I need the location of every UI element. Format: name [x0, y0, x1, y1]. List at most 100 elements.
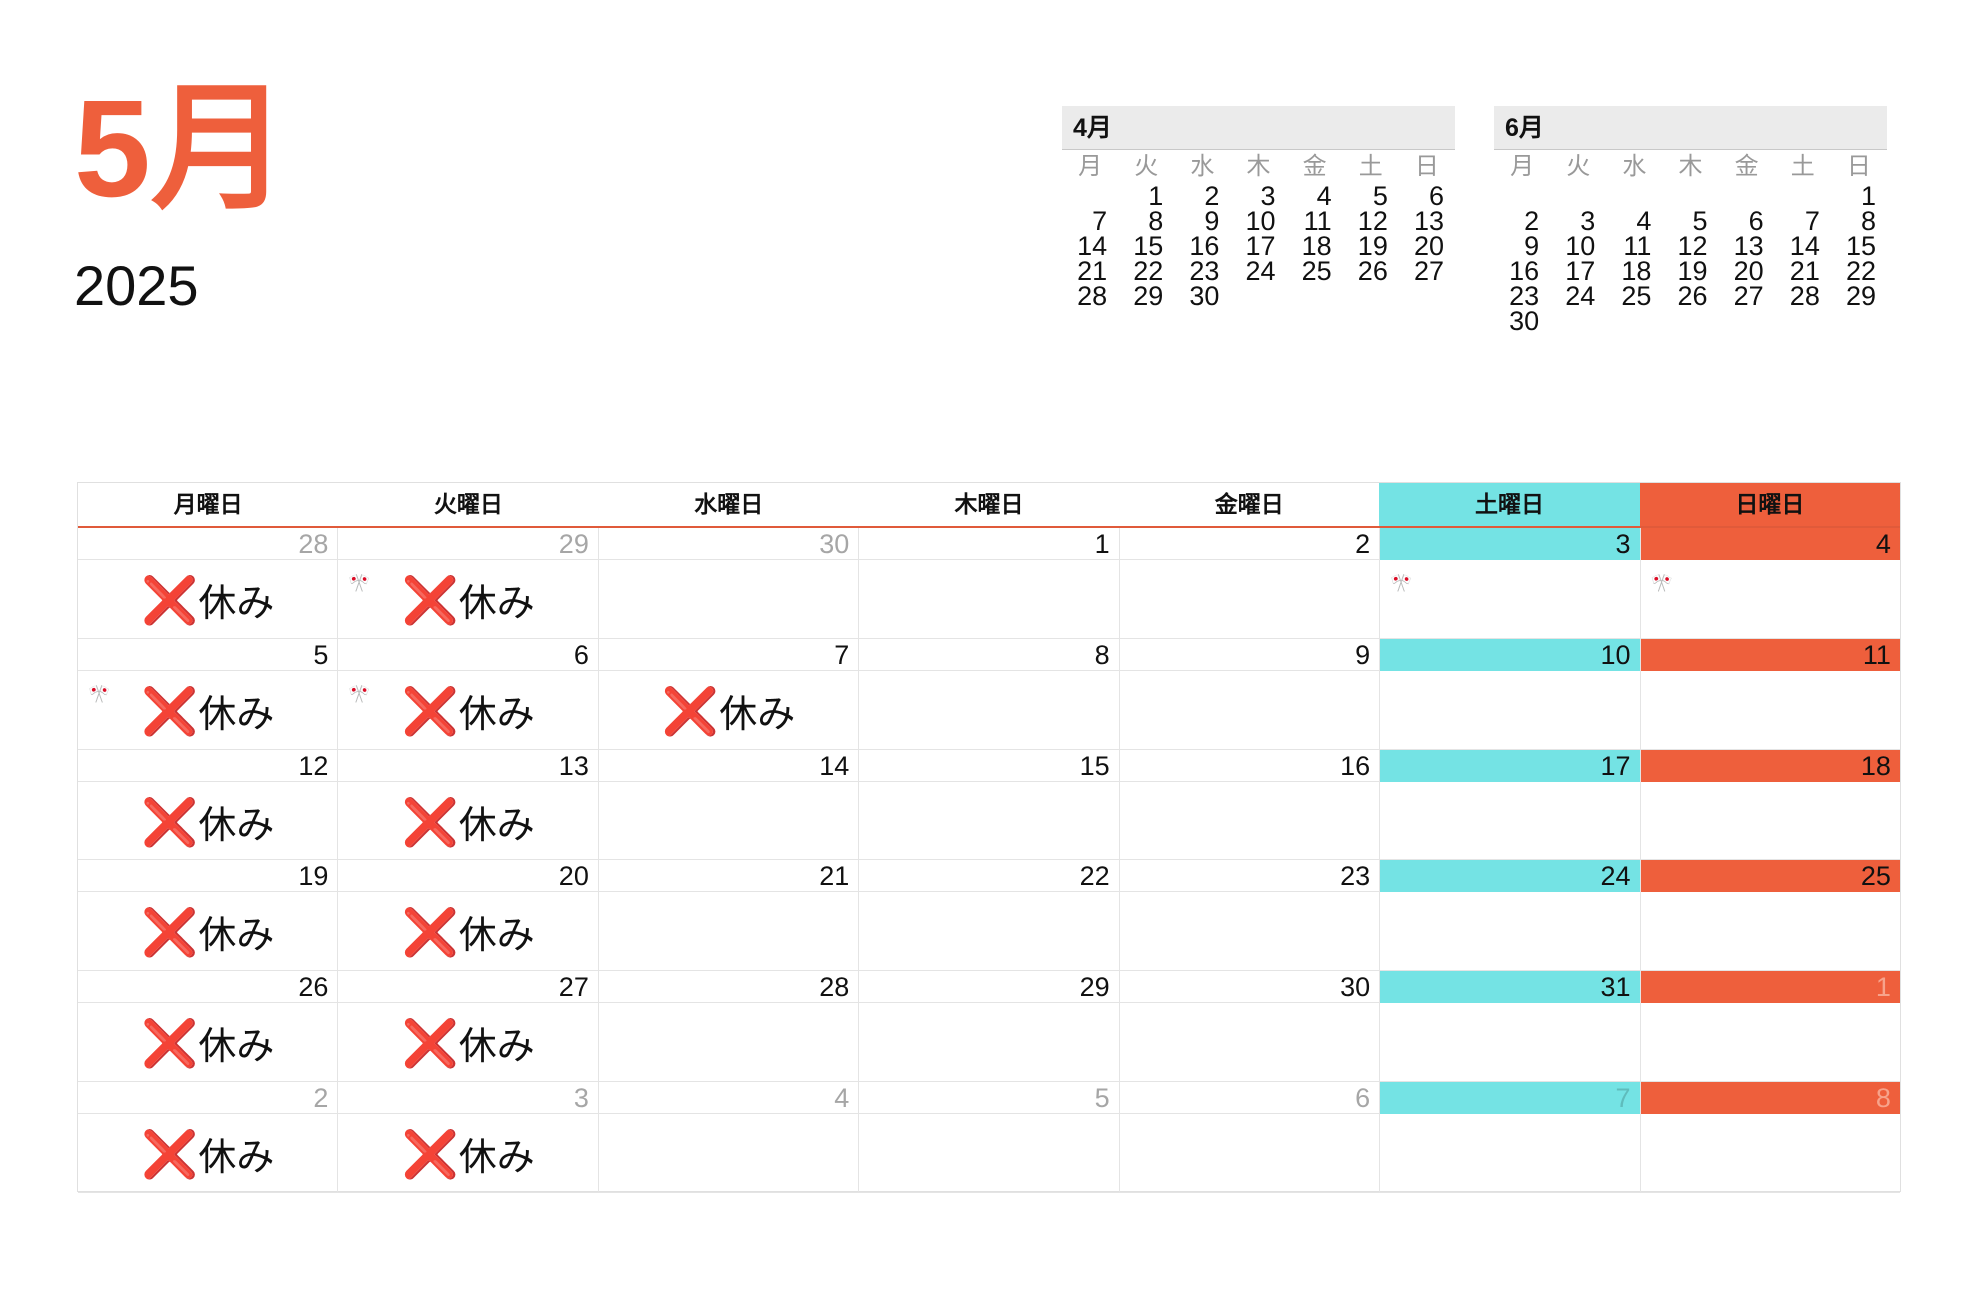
day-cell[interactable]: 5 — [859, 1081, 1120, 1193]
day-body[interactable] — [599, 560, 858, 638]
mini-day[interactable]: 6 — [1428, 181, 1444, 211]
day-cell[interactable]: 30 — [598, 528, 860, 639]
day-body[interactable] — [1120, 671, 1379, 749]
day-cell[interactable]: 27 ❌休み — [338, 971, 599, 1082]
day-cell[interactable]: 8 — [1640, 1081, 1900, 1193]
mini-day[interactable]: 27 — [1413, 256, 1444, 286]
day-body[interactable]: ❌休み — [78, 892, 337, 970]
day-cell[interactable]: 4 🎌 — [1640, 528, 1900, 639]
day-cell[interactable]: 2 — [1119, 528, 1381, 639]
mini-day[interactable]: 19 — [1357, 231, 1388, 261]
mini-day[interactable]: 29 — [1133, 281, 1164, 311]
event-closed[interactable]: ❌休み — [78, 688, 337, 737]
mini-day[interactable] — [1287, 284, 1343, 309]
event-closed[interactable]: ❌休み — [338, 799, 597, 848]
mini-day[interactable] — [1719, 309, 1775, 334]
mini-day[interactable] — [1831, 309, 1887, 334]
mini-day[interactable]: 9 — [1204, 206, 1220, 236]
mini-day[interactable]: 26 — [1357, 256, 1388, 286]
mini-day[interactable]: 4 — [1316, 181, 1332, 211]
day-body[interactable]: 🎌 ❌休み — [338, 560, 597, 638]
mini-day[interactable]: 12 — [1357, 206, 1388, 236]
day-body[interactable] — [1380, 671, 1639, 749]
day-body[interactable]: ❌休み — [338, 1003, 597, 1081]
day-body[interactable] — [1641, 782, 1900, 860]
mini-day[interactable] — [1550, 309, 1606, 334]
event-closed[interactable]: ❌休み — [599, 688, 858, 737]
mini-day[interactable]: 22 — [1845, 256, 1876, 286]
mini-day[interactable]: 19 — [1677, 256, 1708, 286]
mini-day[interactable]: 5 — [1372, 181, 1388, 211]
day-cell[interactable]: 13 ❌休み — [338, 749, 599, 861]
mini-day[interactable] — [1062, 184, 1118, 209]
mini-day[interactable]: 16 — [1509, 256, 1540, 286]
mini-day[interactable]: 2 — [1204, 181, 1220, 211]
mini-day[interactable]: 16 — [1189, 231, 1220, 261]
mini-day[interactable] — [1494, 184, 1550, 209]
mini-day[interactable]: 18 — [1301, 231, 1332, 261]
mini-day[interactable] — [1662, 184, 1718, 209]
day-body[interactable]: ❌休み — [78, 1114, 337, 1192]
mini-day[interactable]: 29 — [1845, 281, 1876, 311]
mini-day[interactable]: 28 — [1789, 281, 1820, 311]
mini-day[interactable] — [1399, 284, 1455, 309]
day-cell[interactable]: 29 🎌 ❌休み — [338, 528, 599, 639]
mini-day[interactable]: 18 — [1621, 256, 1652, 286]
mini-day[interactable]: 30 — [1509, 306, 1540, 336]
day-body[interactable] — [1380, 1003, 1639, 1081]
day-body[interactable] — [599, 892, 858, 970]
day-body[interactable]: 🎌 — [1380, 560, 1639, 638]
mini-day[interactable] — [1606, 184, 1662, 209]
mini-day[interactable]: 23 — [1189, 256, 1220, 286]
mini-day[interactable]: 9 — [1524, 231, 1540, 261]
event-closed[interactable]: ❌休み — [78, 577, 337, 626]
mini-day[interactable]: 8 — [1860, 206, 1876, 236]
mini-day[interactable]: 5 — [1692, 206, 1708, 236]
mini-day[interactable] — [1230, 284, 1286, 309]
mini-day[interactable]: 11 — [1303, 206, 1332, 236]
mini-day[interactable]: 14 — [1077, 231, 1108, 261]
day-cell[interactable]: 15 — [859, 749, 1120, 861]
day-body[interactable] — [1120, 560, 1379, 638]
day-body[interactable]: ❌休み — [78, 1003, 337, 1081]
day-cell[interactable]: 1 — [1640, 971, 1900, 1082]
mini-day[interactable]: 7 — [1804, 206, 1820, 236]
mini-day[interactable]: 10 — [1245, 206, 1276, 236]
mini-day[interactable] — [1606, 309, 1662, 334]
mini-day[interactable]: 4 — [1636, 206, 1652, 236]
day-body[interactable]: ❌休み — [338, 782, 597, 860]
day-body[interactable] — [1120, 782, 1379, 860]
day-cell[interactable]: 6 🎌 ❌休み — [338, 638, 599, 750]
event-closed[interactable]: ❌休み — [338, 577, 597, 626]
mini-day[interactable]: 23 — [1509, 281, 1540, 311]
day-cell[interactable]: 2 ❌休み — [78, 1081, 339, 1193]
day-cell[interactable]: 28 — [598, 971, 860, 1082]
mini-day[interactable]: 7 — [1092, 206, 1108, 236]
day-body[interactable]: ❌休み — [338, 1114, 597, 1192]
mini-day[interactable]: 30 — [1189, 281, 1220, 311]
day-cell[interactable]: 30 — [1119, 971, 1381, 1082]
mini-day[interactable]: 11 — [1623, 231, 1652, 261]
day-body[interactable] — [599, 1114, 858, 1192]
mini-day[interactable]: 22 — [1133, 256, 1164, 286]
event-closed[interactable]: ❌休み — [338, 1131, 597, 1180]
mini-day[interactable] — [1662, 309, 1718, 334]
day-body[interactable] — [1380, 892, 1639, 970]
day-cell[interactable]: 16 — [1119, 749, 1381, 861]
day-cell[interactable]: 28 ❌休み — [78, 528, 339, 639]
mini-day[interactable] — [1775, 309, 1831, 334]
day-cell[interactable]: 21 — [598, 860, 860, 972]
mini-day[interactable]: 25 — [1621, 281, 1652, 311]
day-body[interactable]: ❌休み — [599, 671, 858, 749]
day-cell[interactable]: 23 — [1119, 860, 1381, 972]
event-closed[interactable]: ❌休み — [78, 1020, 337, 1069]
event-closed[interactable]: ❌休み — [338, 688, 597, 737]
day-cell[interactable]: 8 — [859, 638, 1120, 750]
day-body[interactable] — [859, 560, 1118, 638]
day-cell[interactable]: 29 — [859, 971, 1120, 1082]
day-body[interactable]: ❌休み — [78, 782, 337, 860]
day-cell[interactable]: 11 — [1640, 638, 1900, 750]
mini-day[interactable]: 20 — [1733, 256, 1764, 286]
mini-day[interactable] — [1775, 184, 1831, 209]
mini-day[interactable]: 20 — [1413, 231, 1444, 261]
